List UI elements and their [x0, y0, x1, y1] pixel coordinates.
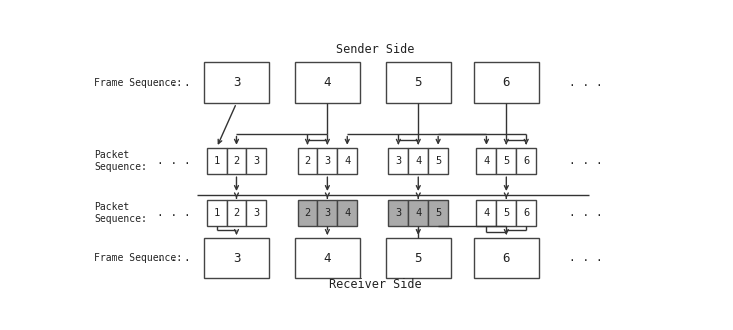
Text: 2: 2: [304, 208, 311, 218]
Text: 3: 3: [233, 76, 240, 89]
Bar: [428, 148, 448, 174]
Text: 1: 1: [213, 208, 220, 218]
Bar: [295, 62, 360, 103]
Text: 4: 4: [344, 156, 350, 166]
Text: Sender Side: Sender Side: [336, 44, 415, 56]
Bar: [207, 148, 226, 174]
Text: 2: 2: [304, 156, 311, 166]
Bar: [386, 238, 451, 279]
Bar: [337, 200, 357, 226]
Text: 5: 5: [415, 252, 422, 265]
Text: 4: 4: [483, 156, 490, 166]
Bar: [298, 200, 317, 226]
Text: 3: 3: [324, 156, 331, 166]
Bar: [204, 238, 269, 279]
Text: . . .: . . .: [569, 78, 603, 88]
Text: 3: 3: [324, 208, 331, 218]
Bar: [317, 148, 337, 174]
Text: 3: 3: [233, 252, 240, 265]
Text: Packet
Sequence:: Packet Sequence:: [95, 150, 147, 172]
Text: 4: 4: [344, 208, 350, 218]
Text: 6: 6: [523, 208, 529, 218]
Bar: [295, 238, 360, 279]
Text: 5: 5: [415, 76, 422, 89]
Bar: [317, 200, 337, 226]
Text: 5: 5: [435, 156, 441, 166]
Text: . . .: . . .: [569, 156, 603, 166]
Bar: [476, 200, 496, 226]
Text: 5: 5: [503, 208, 509, 218]
Bar: [388, 148, 408, 174]
Text: . . .: . . .: [157, 156, 191, 166]
Text: . . .: . . .: [569, 208, 603, 218]
Bar: [388, 200, 408, 226]
Text: 1: 1: [213, 156, 220, 166]
Bar: [204, 62, 269, 103]
Text: Packet
Sequence:: Packet Sequence:: [95, 202, 147, 224]
Text: 3: 3: [395, 208, 402, 218]
Text: 4: 4: [324, 252, 331, 265]
Text: 4: 4: [415, 208, 421, 218]
Bar: [516, 148, 536, 174]
Bar: [408, 200, 428, 226]
Text: 3: 3: [253, 208, 259, 218]
Bar: [408, 148, 428, 174]
Text: 4: 4: [324, 76, 331, 89]
Bar: [226, 200, 246, 226]
Bar: [386, 62, 451, 103]
Text: 5: 5: [503, 156, 509, 166]
Bar: [428, 200, 448, 226]
Bar: [496, 148, 516, 174]
Text: 3: 3: [253, 156, 259, 166]
Text: . . .: . . .: [569, 253, 603, 263]
Text: 4: 4: [483, 208, 490, 218]
Text: Receiver Side: Receiver Side: [329, 278, 422, 291]
Text: 3: 3: [395, 156, 402, 166]
Text: . . .: . . .: [157, 208, 191, 218]
Text: 6: 6: [503, 76, 510, 89]
Text: 2: 2: [233, 156, 240, 166]
Text: 4: 4: [415, 156, 421, 166]
Bar: [476, 148, 496, 174]
Text: . . .: . . .: [157, 78, 191, 88]
Bar: [496, 200, 516, 226]
Text: 2: 2: [233, 208, 240, 218]
Bar: [516, 200, 536, 226]
Text: 6: 6: [503, 252, 510, 265]
Bar: [298, 148, 317, 174]
Text: 5: 5: [435, 208, 441, 218]
Text: Frame Sequence:: Frame Sequence:: [95, 253, 183, 263]
Bar: [246, 200, 266, 226]
Bar: [474, 62, 539, 103]
Text: 6: 6: [523, 156, 529, 166]
Bar: [207, 200, 226, 226]
Bar: [226, 148, 246, 174]
Text: Frame Sequence:: Frame Sequence:: [95, 78, 183, 88]
Bar: [246, 148, 266, 174]
Bar: [337, 148, 357, 174]
Text: . . .: . . .: [157, 253, 191, 263]
Bar: [474, 238, 539, 279]
